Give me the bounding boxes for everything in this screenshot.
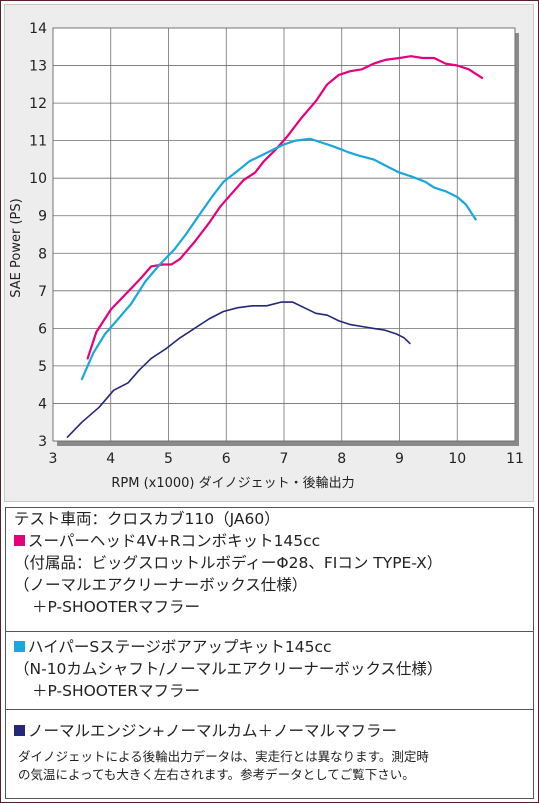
- legend-detail: ＋P-SHOOTERマフラー: [32, 598, 201, 616]
- legend-box-normal: ノーマルエンジン+ノーマルカム＋ノーマルマフラー ダイノジェットによる後輪出力デ…: [6, 710, 533, 798]
- y-tick-label: 10: [29, 171, 47, 187]
- y-tick-label: 3: [38, 434, 47, 450]
- x-tick-label: 3: [49, 451, 58, 467]
- legend-box-hyper-s: ハイパーSステージボアアップキット145cc （N-10カムシャフト/ノーマルエ…: [6, 632, 533, 710]
- y-tick-label: 8: [38, 246, 47, 262]
- disclaimer-line-1: ダイノジェットによる後輪出力データは、実走行とは異なります。測定時: [18, 749, 429, 764]
- legend-swatch-cyan: [14, 641, 25, 652]
- x-tick-label: 10: [448, 451, 466, 467]
- legend-panel: テスト車両：クロスカブ110（JA60） スーパーヘッド4V+Rコンボキット14…: [5, 507, 534, 799]
- x-tick-label: 6: [222, 451, 231, 467]
- y-tick-label: 13: [29, 59, 47, 75]
- legend-entry-normal: ノーマルエンジン+ノーマルカム＋ノーマルマフラー: [12, 720, 533, 742]
- y-tick-label: 5: [38, 359, 47, 375]
- legend-detail: （付属品：ビッグスロットルボディーΦ28、FIコン TYPE-X）: [14, 554, 443, 572]
- legend-box-super-head: テスト車両：クロスカブ110（JA60） スーパーヘッド4V+Rコンボキット14…: [6, 508, 533, 632]
- legend-entry-super-head: スーパーヘッド4V+Rコンボキット145cc: [12, 530, 533, 552]
- power-chart: 3 4 5 6 7 8 9 10 11 3 4 5 6 7 8 9 10 11 12 13 14 SAE Power (…: [9, 21, 524, 491]
- y-tick-label: 14: [29, 21, 47, 37]
- x-tick-label: 7: [280, 451, 289, 467]
- legend-entry-hyper-s: ハイパーSステージボアアップキット145cc: [12, 636, 533, 658]
- legend-title-normal: ノーマルエンジン+ノーマルカム＋ノーマルマフラー: [28, 722, 398, 740]
- series-line-super-head: [86, 55, 484, 360]
- x-tick-label: 11: [506, 451, 524, 467]
- x-tick-label: 5: [164, 451, 173, 467]
- y-tick-label: 9: [38, 209, 47, 225]
- y-tick-label: 11: [29, 134, 47, 150]
- y-tick-label: 12: [29, 96, 47, 112]
- y-axis-label: SAE Power (PS): [9, 198, 24, 297]
- disclaimer-line-2: の気温によっても大きく左右されます。参考データとしてご覧下さい。: [18, 767, 415, 782]
- grid: [52, 27, 519, 446]
- legend-title-super-head: スーパーヘッド4V+Rコンボキット145cc: [28, 532, 321, 550]
- series-lines: [66, 55, 484, 438]
- tick-labels: 3 4 5 6 7 8 9 10 11 3 4 5 6 7 8 9 10 11 12 13 14: [29, 21, 524, 467]
- legend-detail: ＋P-SHOOTERマフラー: [32, 682, 201, 700]
- legend-swatch-magenta: [14, 535, 25, 546]
- x-tick-label: 4: [106, 451, 115, 467]
- y-tick-label: 6: [38, 321, 47, 337]
- legend-detail: （ノーマルエアクリーナーボックス仕様）: [14, 576, 308, 594]
- legend-swatch-navy: [14, 725, 25, 736]
- series-line-hyper-s: [80, 137, 477, 381]
- legend-detail: （N-10カムシャフト/ノーマルエアクリーナーボックス仕様）: [14, 660, 443, 678]
- legend-title-hyper-s: ハイパーSステージボアアップキット145cc: [28, 638, 332, 656]
- series-line-normal: [66, 301, 411, 438]
- y-tick-label: 4: [38, 396, 47, 412]
- x-tick-label: 9: [395, 451, 404, 467]
- chart-area: 3 4 5 6 7 8 9 10 11 3 4 5 6 7 8 9 10 11 12 13 14 SAE Power (…: [4, 4, 534, 502]
- x-axis-label: RPM (x1000) ダイノジェット・後輪出力: [111, 475, 354, 491]
- y-tick-label: 7: [38, 284, 47, 300]
- test-vehicle-label: テスト車両：クロスカブ110（JA60）: [14, 510, 280, 528]
- x-tick-label: 8: [337, 451, 346, 467]
